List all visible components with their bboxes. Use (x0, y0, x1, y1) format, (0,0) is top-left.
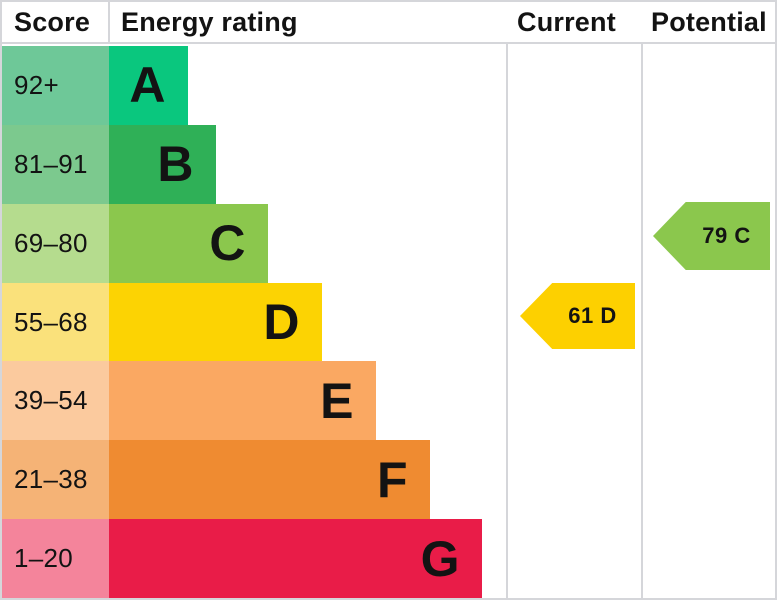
score-range-c: 69–80 (2, 203, 109, 283)
score-range-f: 21–38 (2, 440, 109, 520)
band-bar-d: D (109, 282, 322, 362)
band-bar-g: G (109, 519, 482, 598)
potential-column-divider (641, 2, 643, 598)
score-column-divider (108, 2, 110, 44)
band-bar-c: C (109, 203, 268, 283)
current-column-divider (506, 2, 508, 598)
band-letter-b: B (157, 136, 194, 193)
band-rows: 92+ A 81–91 B 69–80 C 55–68 D 39–54 E 21… (2, 46, 775, 598)
band-bar-a: A (109, 46, 188, 125)
band-bar-b: B (109, 124, 216, 204)
band-row-a: 92+ A (2, 46, 775, 125)
band-letter-g: G (420, 530, 460, 587)
band-row-e: 39–54 E (2, 361, 775, 441)
band-letter-a: A (129, 57, 166, 114)
score-range-e: 39–54 (2, 361, 109, 441)
band-row-f: 21–38 F (2, 440, 775, 520)
table-header: Score Energy rating Current Potential (2, 2, 775, 44)
energy-rating-column-header: Energy rating (121, 6, 298, 37)
band-letter-c: C (209, 215, 246, 272)
score-column-header: Score (14, 6, 91, 37)
band-letter-f: F (376, 451, 408, 508)
score-range-b: 81–91 (2, 124, 109, 204)
band-letter-d: D (263, 294, 300, 350)
score-range-d: 55–68 (2, 282, 109, 362)
potential-column-header: Potential (651, 6, 767, 37)
band-row-c: 69–80 C (2, 203, 775, 283)
score-range-a: 92+ (2, 46, 109, 125)
band-letter-e: E (320, 372, 354, 429)
score-range-g: 1–20 (2, 519, 109, 598)
band-row-d: 55–68 D (2, 282, 775, 362)
band-bar-e: E (109, 361, 376, 441)
band-row-b: 81–91 B (2, 124, 775, 204)
current-rating-label: 61 D (568, 303, 617, 328)
band-row-g: 1–20 G (2, 519, 775, 598)
potential-rating-label: 79 C (702, 223, 751, 248)
band-bar-f: F (109, 440, 430, 520)
current-column-header: Current (517, 6, 616, 37)
